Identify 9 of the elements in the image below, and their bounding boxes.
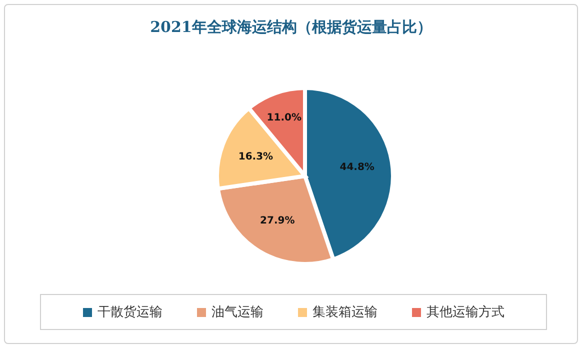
- legend-label: 油气运输: [210, 304, 264, 321]
- data-label: 11.0%: [266, 112, 302, 124]
- data-label: 27.9%: [260, 216, 295, 227]
- data-label: 44.8%: [340, 162, 374, 173]
- data-label: 16.3%: [238, 152, 274, 163]
- chart-title: 2021年全球海运结构（根据货运量占比）: [149, 18, 433, 37]
- legend-label: 集装箱运输: [312, 304, 378, 321]
- legend-label: 干散货运输: [96, 304, 162, 321]
- legend-label: 其他运输方式: [426, 304, 504, 321]
